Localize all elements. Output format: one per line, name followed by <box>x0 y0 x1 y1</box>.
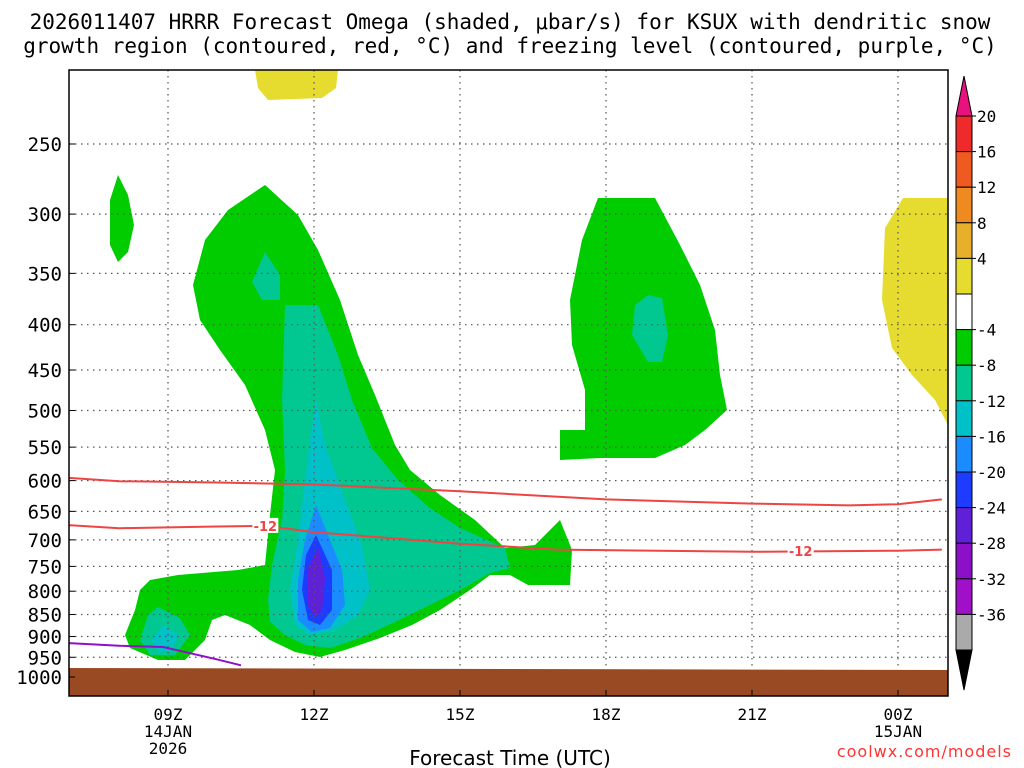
chart-title-line2: growth region (contoured, red, °C) and f… <box>23 34 997 58</box>
colorbar-label: -28 <box>977 534 1006 553</box>
y-tick-label: 450 <box>28 360 62 382</box>
plot-frame <box>68 69 949 697</box>
contour-label-background <box>252 517 279 533</box>
colorbar-label: -8 <box>977 356 996 375</box>
y-tick-label: 800 <box>28 581 62 603</box>
x-tick-label: 12Z <box>300 705 329 724</box>
omega-cyan-blob-left <box>152 625 178 652</box>
contour-label: -12 <box>789 545 813 560</box>
omega-positive-region-right <box>882 198 948 425</box>
x-tick-label: 00Z <box>884 705 913 724</box>
colorbar-label: -36 <box>977 605 1006 624</box>
colorbar-bottom-triangle <box>955 649 973 691</box>
y-tick-label: 1000 <box>16 667 62 689</box>
ground-terrain <box>69 668 948 696</box>
x-tick-label: 18Z <box>592 705 621 724</box>
omega-positive-region-top <box>255 70 338 100</box>
y-tick-label: 550 <box>28 437 62 459</box>
plot-area: -12 -12 <box>68 69 949 697</box>
colorbar-swatch <box>955 613 973 651</box>
y-tick-label: 400 <box>28 315 62 337</box>
y-tick-label: 950 <box>28 647 62 669</box>
colorbar-swatch <box>955 542 973 580</box>
y-tick-label: 600 <box>28 471 62 493</box>
colorbar-swatch <box>955 186 973 224</box>
colorbar-label: 4 <box>977 249 987 268</box>
colorbar-label: -24 <box>977 499 1006 518</box>
omega-purple-core <box>307 548 325 618</box>
omega-teal-blob-right <box>632 295 668 362</box>
colorbar-swatch <box>955 364 973 402</box>
colorbar-label: 12 <box>977 178 996 197</box>
y-axis: 2503003504004505005506006507007508008509… <box>16 134 75 689</box>
colorbar-label: -32 <box>977 570 1006 589</box>
freezing-level-contour <box>69 642 242 667</box>
colorbar-swatch <box>955 578 973 615</box>
x-tick-year: 2026 <box>149 739 188 758</box>
colorbar-label: 16 <box>977 143 996 162</box>
colorbar-swatch <box>955 257 973 295</box>
colorbar-swatch <box>955 329 973 366</box>
colorbar-label: -16 <box>977 427 1006 446</box>
omega-teal-small-top <box>252 252 280 300</box>
colorbar-label: 8 <box>977 214 987 233</box>
colorbar-swatch <box>955 293 973 331</box>
omega-green-blob-left <box>110 175 134 262</box>
y-tick-label: 500 <box>28 401 62 423</box>
contour-lines: -12 -12 <box>69 476 942 667</box>
y-tick-label: 350 <box>28 263 62 285</box>
colorbar-label: -4 <box>977 321 996 340</box>
colorbar-swatch <box>955 435 973 473</box>
x-tick-date: 15JAN <box>874 722 922 741</box>
colorbar-swatch <box>955 507 973 544</box>
y-tick-label: 900 <box>28 626 62 648</box>
colorbar-swatch <box>955 151 973 188</box>
y-tick-label: 650 <box>28 501 62 523</box>
colorbar-swatch <box>955 400 973 437</box>
colorbar-swatch <box>955 115 973 153</box>
contour-label: -12 <box>254 520 278 535</box>
colorbar-swatch <box>955 222 973 259</box>
dgz-top-contour <box>69 476 942 507</box>
y-tick-label: 250 <box>28 134 62 156</box>
x-tick-label: 15Z <box>446 705 475 724</box>
x-tick-date: 14JAN <box>144 722 192 741</box>
x-tick-label: 09Z <box>154 705 183 724</box>
y-tick-label: 700 <box>28 530 62 552</box>
x-axis-label: Forecast Time (UTC) <box>409 746 611 768</box>
y-tick-label: 300 <box>28 204 62 226</box>
colorbar-swatch <box>955 471 973 509</box>
colorbar-label: -12 <box>977 392 1006 411</box>
chart-title-line1: 2026011407 HRRR Forecast Omega (shaded, … <box>30 10 991 34</box>
credit-text: coolwx.com/models <box>837 742 1012 761</box>
x-tick-label: 21Z <box>738 705 767 724</box>
colorbar: 20 16 12 8 4 -4 -8 -12 -16 -20 -24 -28 -32 -36 <box>955 75 1006 691</box>
colorbar-label: 20 <box>977 107 996 126</box>
contour-label-background <box>787 543 814 559</box>
y-tick-label: 850 <box>28 605 62 627</box>
colorbar-label: -20 <box>977 463 1006 482</box>
y-tick-label: 750 <box>28 556 62 578</box>
